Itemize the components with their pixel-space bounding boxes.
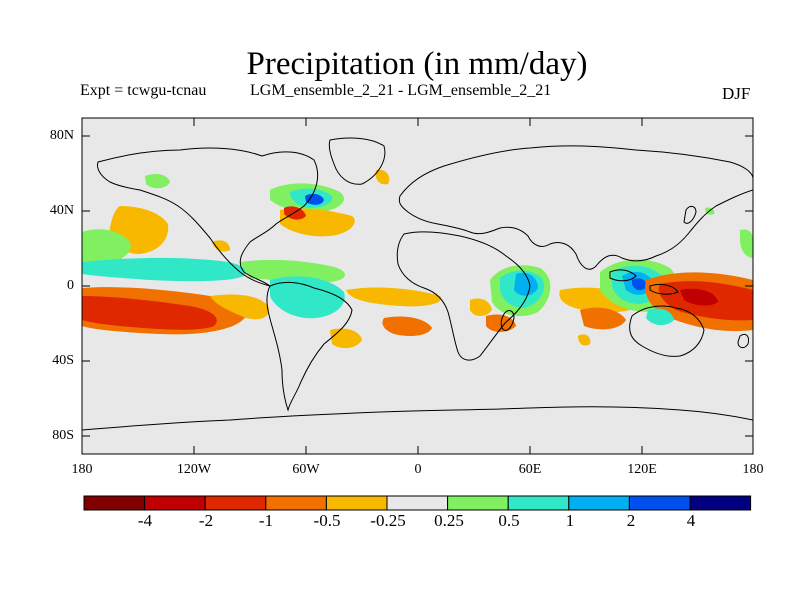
anomaly-patch (580, 307, 626, 330)
colorbar-label: 1 (565, 511, 575, 530)
y-tick-label: 80S (52, 428, 74, 443)
colorbar-box (144, 495, 206, 511)
anomaly-patch (284, 206, 306, 220)
colorbar (83, 495, 752, 511)
anomaly-patch (82, 229, 131, 268)
y-tick-label: 40N (49, 203, 74, 218)
anomaly-patch (470, 298, 492, 316)
y-tick-label: 40S (52, 353, 74, 368)
anomaly-patch (210, 294, 269, 320)
colorbar-box (83, 495, 146, 511)
colorbar-box (325, 495, 388, 511)
anomaly-patch (212, 240, 230, 252)
axis-ticks (82, 118, 753, 454)
anomaly-patch (305, 193, 324, 205)
x-tick-label: 120E (627, 462, 657, 477)
anomaly-patch (740, 229, 753, 258)
x-tick-label: 0 (414, 462, 422, 477)
anomaly-patch (680, 288, 718, 306)
anomaly-patch (82, 257, 246, 282)
anomaly-patch (514, 272, 538, 296)
colorbar-label: 4 (686, 511, 696, 530)
anomaly-patch (646, 308, 674, 326)
colorbar-label: -4 (137, 511, 153, 530)
anomaly-patch (82, 296, 217, 330)
season-label: DJF (722, 84, 751, 103)
colorbar-label: -0.25 (370, 511, 406, 530)
colorbar-box (628, 495, 691, 511)
colorbar-box (265, 495, 327, 511)
coastlines (82, 137, 753, 431)
colorbar-label: 0.25 (434, 511, 464, 530)
anomaly-patch (578, 334, 591, 346)
comparison-label: LGM_ensemble_2_21 - LGM_ensemble_2_21 (250, 82, 552, 99)
colorbar-box (386, 495, 449, 511)
y-tick-label: 0 (67, 278, 74, 293)
x-tick-label: 60E (518, 462, 542, 477)
experiment-label: Expt = tcwgu-tcnau (80, 82, 207, 99)
anomaly-patch (240, 259, 345, 282)
colorbar-box (204, 495, 267, 511)
anomaly-patch (270, 276, 345, 319)
x-tick-label: 120W (176, 462, 212, 477)
colorbar-label: 2 (626, 511, 636, 530)
x-tick-label: 180 (742, 462, 764, 477)
colorbar-label: -0.5 (313, 511, 341, 530)
colorbar-label: -1 (258, 511, 274, 530)
y-tick-label: 80N (49, 128, 74, 143)
anomaly-patch (375, 169, 390, 185)
colorbar-box (507, 495, 570, 511)
x-tick-label: 60W (292, 462, 320, 477)
plot-title: Precipitation (in mm/day) (246, 46, 588, 82)
colorbar-box (447, 495, 509, 511)
colorbar-box (689, 495, 752, 511)
anomaly-patch (632, 278, 647, 291)
anomaly-patch (346, 287, 442, 307)
x-tick-label: 180 (71, 462, 93, 477)
colorbar-box (568, 495, 630, 511)
colorbar-label: 0.5 (498, 511, 520, 530)
precipitation-anomaly-field (82, 169, 753, 349)
colorbar-label: -2 (198, 511, 214, 530)
anomaly-patch (382, 316, 432, 336)
anomaly-patch (330, 328, 362, 349)
anomaly-patch (145, 174, 170, 189)
